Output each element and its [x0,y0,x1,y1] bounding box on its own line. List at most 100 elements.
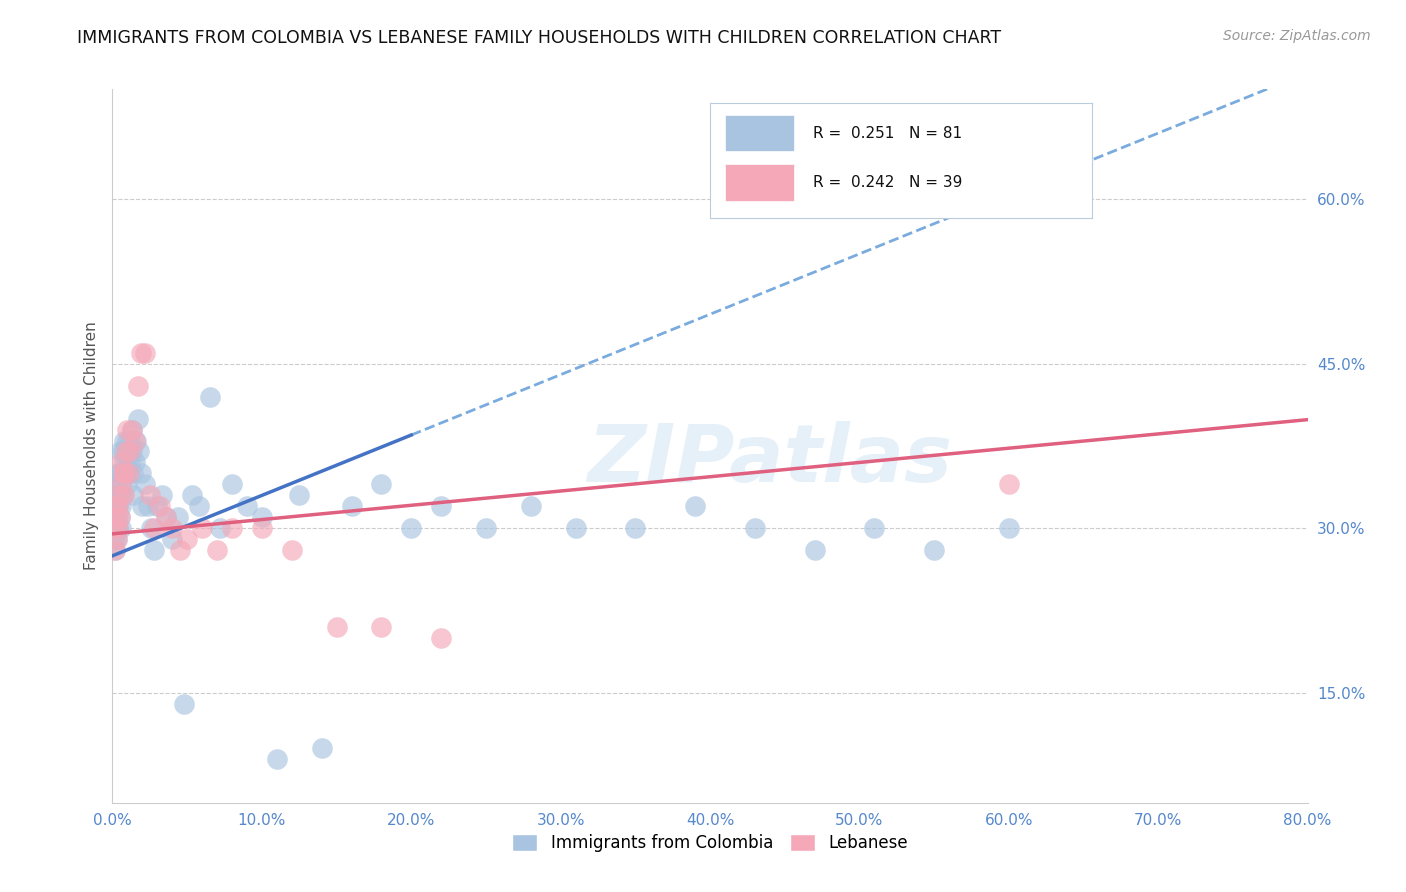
Point [103,510,125,524]
Point [108,488,131,502]
Point [104,500,127,514]
Point [198,390,221,404]
Point [111,467,134,481]
Point [124,434,146,448]
Point [122,467,145,481]
Point [143,521,166,535]
Y-axis label: Family Households with Children: Family Households with Children [83,322,98,570]
Point [250,510,273,524]
Point [124,455,146,469]
Point [111,488,134,502]
Point [236,500,259,514]
Point [104,510,127,524]
Point [370,477,392,491]
Point [266,752,288,766]
Point [162,533,183,547]
Point [117,423,139,437]
Point [803,543,825,558]
Point [105,510,128,524]
Point [188,500,211,514]
Point [105,521,128,535]
Point [129,467,152,481]
Point [139,488,162,502]
Point [105,510,128,524]
Point [108,444,131,458]
Point [191,521,214,535]
Point [108,510,131,524]
Point [209,521,232,535]
Point [131,500,153,514]
Point [143,543,166,558]
Point [624,521,647,535]
Point [105,500,128,514]
Point [149,500,172,514]
Point [108,488,131,502]
Point [103,533,125,547]
Point [281,543,304,558]
Point [117,434,139,448]
Point [122,488,145,502]
Point [107,521,129,535]
Point [105,477,128,491]
Point [105,533,128,547]
Point [110,477,132,491]
Point [104,543,127,558]
Point [998,521,1021,535]
Text: IMMIGRANTS FROM COLOMBIA VS LEBANESE FAMILY HOUSEHOLDS WITH CHILDREN CORRELATION: IMMIGRANTS FROM COLOMBIA VS LEBANESE FAM… [77,29,1001,46]
Point [121,444,143,458]
Point [115,444,138,458]
Point [134,477,156,491]
Point [107,500,129,514]
Point [120,444,142,458]
Point [121,423,143,437]
Point [138,500,160,514]
Point [325,620,347,634]
Point [127,411,149,425]
Point [103,521,125,535]
Point [114,434,135,448]
Point [107,500,129,514]
Point [107,488,129,502]
Point [115,467,138,481]
Point [998,477,1021,491]
Point [288,488,311,502]
Point [108,467,131,481]
Point [110,500,132,514]
Point [370,620,392,634]
Point [475,521,498,535]
Point [118,467,141,481]
Point [114,488,135,502]
Point [169,543,191,558]
Point [127,378,149,392]
Point [107,467,129,481]
Point [114,467,135,481]
Point [205,543,228,558]
Point [110,477,132,491]
Point [221,477,243,491]
Point [107,521,129,535]
Point [117,455,139,469]
Point [114,455,135,469]
Point [922,543,945,558]
Point [176,533,198,547]
Point [120,455,142,469]
Point [146,500,169,514]
Point [110,521,132,535]
Point [564,521,586,535]
Point [111,444,134,458]
Point [108,510,131,524]
Point [125,434,148,448]
Point [250,521,273,535]
Point [683,500,706,514]
Point [221,521,243,535]
Point [121,423,143,437]
Point [167,510,190,524]
Point [162,521,183,535]
Text: ZIPatlas: ZIPatlas [588,421,952,500]
Point [118,444,141,458]
Point [155,510,177,524]
Point [744,521,766,535]
Point [430,500,453,514]
Point [110,455,132,469]
Point [401,521,423,535]
